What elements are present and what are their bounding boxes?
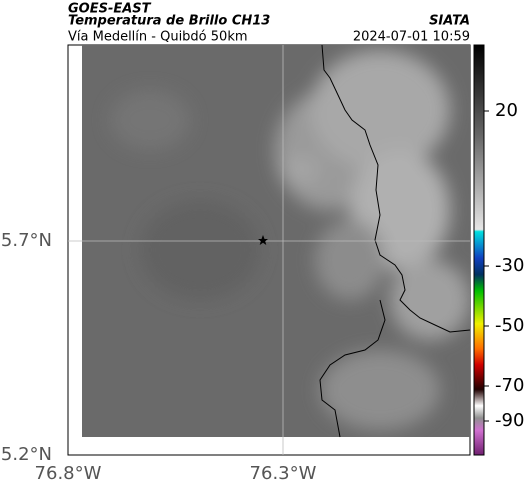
colorbar-label: -30	[495, 255, 524, 276]
lon-label: 76.8°W	[35, 463, 102, 484]
location-marker	[258, 235, 268, 245]
colorbar-label: 20	[495, 100, 518, 121]
lon-label: 76.3°W	[250, 463, 317, 484]
region: Vía Medellín - Quibdó 50km	[68, 30, 248, 45]
lat-label: 5.7°N	[1, 230, 52, 251]
timestamp: 2024-07-01 10:59	[353, 30, 470, 45]
source: SIATA	[429, 14, 470, 29]
subtitle: Temperatura de Brillo CH13	[68, 14, 270, 29]
title: GOES-EAST	[68, 2, 152, 17]
colorbar-label: -90	[495, 410, 524, 431]
colorbar	[473, 44, 485, 456]
colorbar-label: -70	[495, 375, 524, 396]
colorbar-label: -50	[495, 315, 524, 336]
colorbar-labels: 20 -30 -50 -70 -90	[484, 100, 524, 431]
lat-label: 5.2°N	[1, 444, 52, 465]
borders	[319, 44, 471, 438]
